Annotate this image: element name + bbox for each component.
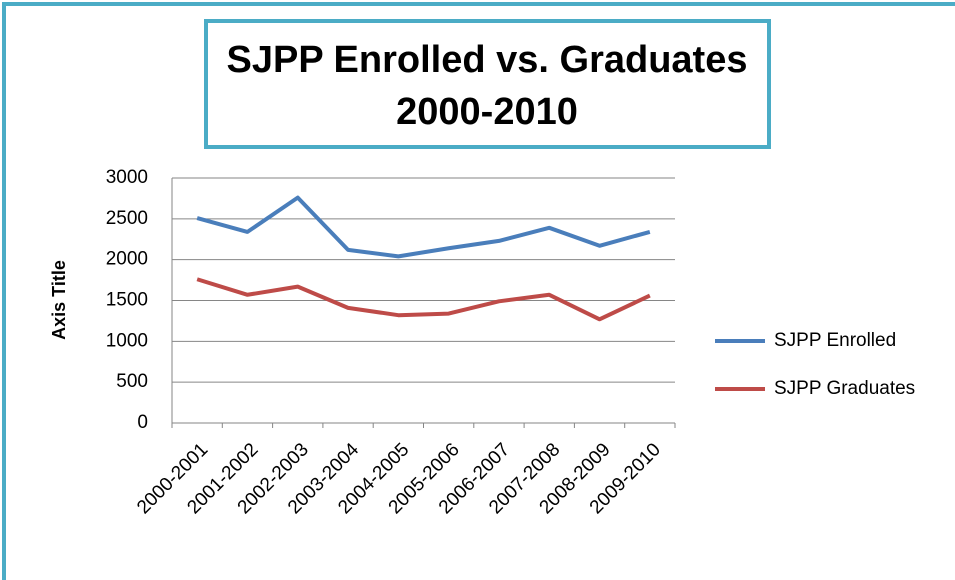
y-tick-label: 2000 <box>106 249 148 270</box>
title-box <box>204 19 771 149</box>
legend-label: SJPP Enrolled <box>774 330 896 351</box>
y-tick-label: 1000 <box>106 330 148 351</box>
y-tick-label: 1500 <box>106 290 148 311</box>
chart-title: 2000-2010 <box>396 91 578 133</box>
line-series <box>196 195 651 259</box>
y-tick-label: 3000 <box>106 167 148 188</box>
chart-title: SJPP Enrolled vs. Graduates <box>227 39 748 81</box>
y-tick-label: 0 <box>137 412 148 433</box>
y-tick-label: 2500 <box>106 208 148 229</box>
y-axis-label: Axis Title <box>49 260 69 340</box>
legend-label: SJPP Graduates <box>774 378 915 399</box>
line-series <box>196 277 651 322</box>
y-tick-label: 500 <box>116 371 148 392</box>
